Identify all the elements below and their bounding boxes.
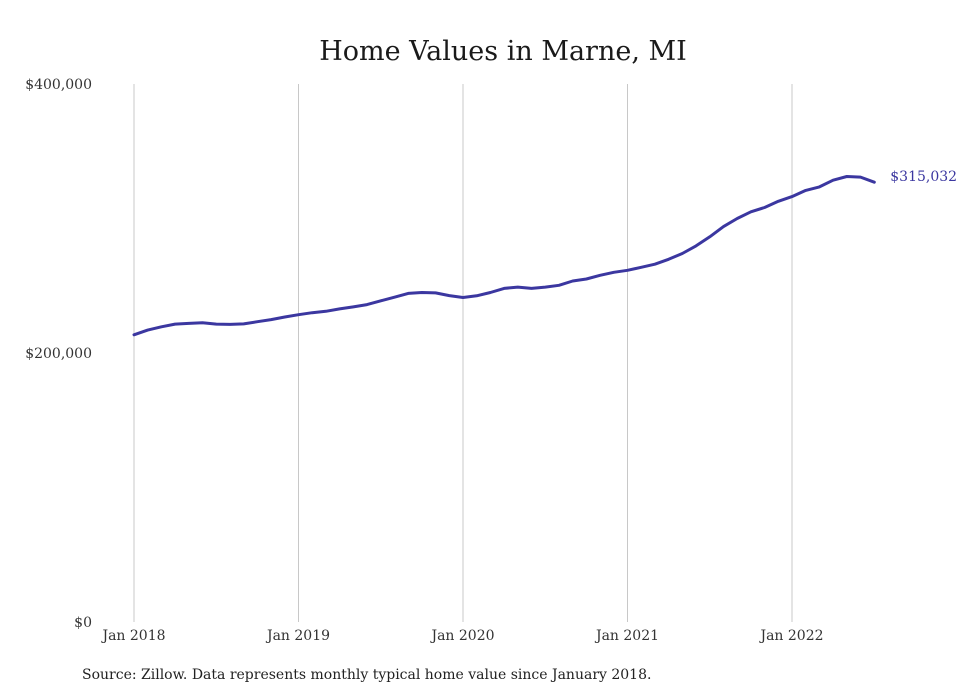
x-tick-label: Jan 2022	[758, 628, 823, 644]
x-tick-label: Jan 2018	[100, 628, 165, 644]
y-tick-label: $200,000	[25, 346, 92, 362]
source-note: Source: Zillow. Data represents monthly …	[82, 667, 652, 683]
end-value-label: $315,032	[890, 169, 957, 185]
x-axis-ticks: Jan 2018 Jan 2019 Jan 2020 Jan 2021 Jan 2022	[100, 628, 823, 644]
y-tick-label: $400,000	[25, 77, 92, 93]
x-tick-label: Jan 2019	[265, 628, 330, 644]
x-tick-label: Jan 2020	[429, 628, 494, 644]
y-axis-ticks: $0 $200,000 $400,000	[25, 77, 92, 631]
x-tick-label: Jan 2021	[594, 628, 659, 644]
y-tick-label: $0	[74, 615, 92, 631]
chart-title: Home Values in Marne, MI	[319, 36, 687, 67]
chart-grid	[133, 84, 793, 622]
series-line-home-value	[132, 175, 876, 337]
